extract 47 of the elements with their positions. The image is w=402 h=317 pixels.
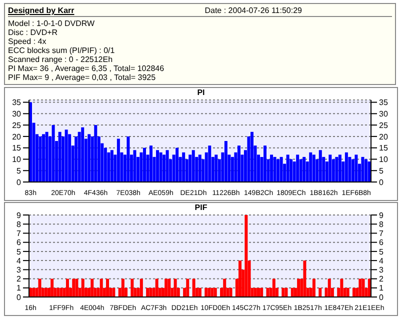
y2-tick-label: 5 (379, 247, 384, 256)
y-tick-label: 10 (12, 155, 22, 164)
y-tick-label: 1 (16, 284, 22, 293)
y2-tick-label: 5 (379, 166, 384, 176)
y-tick-label: 20 (12, 132, 22, 142)
y2-tick-label: 9 (379, 210, 384, 220)
y2-tick-label: 3 (379, 266, 384, 275)
text: Scanned range : 0 - 22512Eh (8, 55, 114, 64)
text: ECC blocks sum (PI/PIF) : 0/1 (8, 46, 116, 55)
y2-tick-label: 7 (379, 229, 384, 238)
chart-title: PIF (194, 203, 208, 212)
text: Speed : 4x (8, 37, 48, 46)
y2-tick-label: 25 (379, 120, 388, 130)
text: PI Max= 36 , Average= 6,35 , Total= 102846 (8, 64, 166, 73)
text: Designed by Karr (8, 6, 74, 15)
text: Disc : DVD+R (8, 28, 59, 37)
y2-tick-label: 4 (379, 256, 384, 266)
chart-title: PI (196, 88, 206, 97)
y2-tick-label: 2 (379, 274, 384, 284)
y-tick-label: 25 (12, 120, 22, 130)
y2-tick-label: 10 (379, 155, 388, 164)
y2-tick-label: 1 (379, 284, 384, 293)
y-tick-label: 6 (16, 238, 22, 248)
y-tick-label: 8 (16, 220, 22, 229)
y-tick-label: 4 (16, 256, 22, 266)
text: PIF Max= 9 , Average= 0,03 , Total= 3925 (8, 73, 157, 82)
y2-tick-label: 6 (379, 238, 384, 248)
y2-tick-label: 15 (379, 144, 388, 153)
y-tick-label: 5 (16, 166, 22, 176)
y2-tick-label: 20 (379, 132, 388, 142)
y2-tick-label: 8 (379, 220, 384, 229)
y-tick-label: 0 (16, 292, 22, 302)
y-tick-label: 9 (16, 210, 22, 220)
y-tick-label: 15 (12, 144, 22, 153)
y-tick-label: 30 (12, 110, 22, 119)
y2-tick-label: 0 (379, 178, 384, 187)
y-tick-label: 0 (16, 178, 22, 187)
text: Model : 1-0-1-0 DVDRW (8, 19, 96, 28)
y2-tick-label: 30 (379, 110, 388, 119)
y2-tick-label: 35 (379, 98, 388, 108)
y-tick-label: 35 (12, 98, 22, 108)
y-tick-label: 3 (16, 266, 22, 275)
y-tick-label: 7 (16, 229, 22, 238)
y-tick-label: 5 (16, 247, 22, 256)
y-tick-label: 2 (16, 274, 22, 284)
y2-tick-label: 0 (379, 292, 384, 302)
text: Date : 2004-07-26 11:50:29 (204, 6, 302, 15)
